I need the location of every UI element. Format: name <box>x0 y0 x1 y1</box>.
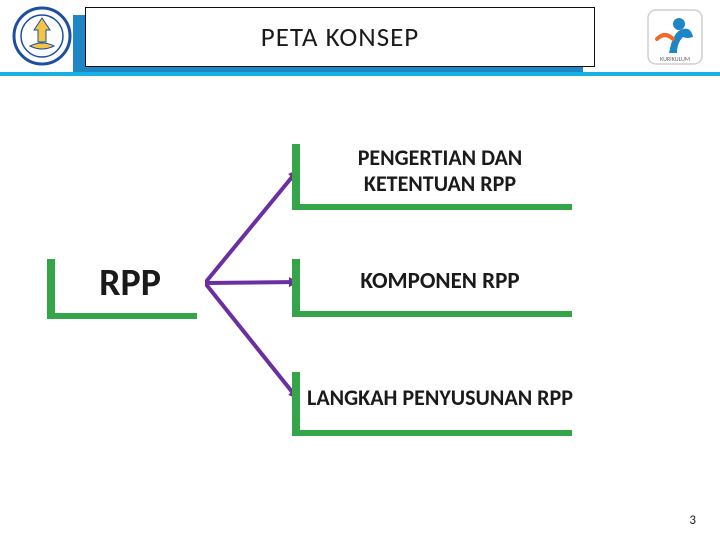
child-label: PENGERTIAN DAN KETENTUAN RPP <box>300 145 580 198</box>
slide-title: PETA KONSEP <box>85 7 595 67</box>
child-node-0: PENGERTIAN DAN KETENTUAN RPP <box>300 138 580 204</box>
svg-text:KURIKULUM: KURIKULUM <box>660 55 690 63</box>
root-label: RPP <box>99 260 161 306</box>
slide-title-text: PETA KONSEP <box>261 21 420 54</box>
page-number-text: 3 <box>689 513 696 528</box>
child-node-2: LANGKAH PENYUSUNAN RPP <box>300 366 580 430</box>
child-node-1: KOMPONEN RPP <box>300 253 580 311</box>
root-node: RPP <box>55 253 205 313</box>
diagram-area: RPP PENGERTIAN DAN KETENTUAN RPP KOMPONEN… <box>0 78 720 508</box>
child-label: LANGKAH PENYUSUNAN RPP <box>307 385 573 411</box>
slide: { "title": { "text": "PETA KONSEP", "fon… <box>0 0 720 540</box>
header: PETA KONSEP KURIKULUM <box>0 0 720 78</box>
logo-right-icon: KURIKULUM <box>644 6 706 68</box>
header-underline <box>0 72 720 76</box>
child-label: KOMPONEN RPP <box>360 268 519 296</box>
page-number: 3 <box>689 513 696 528</box>
logo-left-icon <box>10 4 74 68</box>
